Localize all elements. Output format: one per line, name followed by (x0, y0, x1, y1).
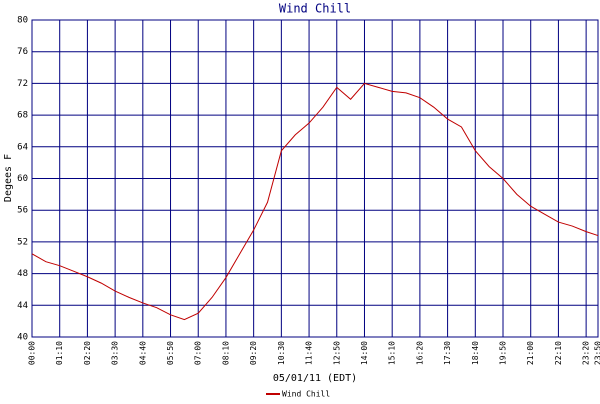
x-tick-label: 17:30 (443, 341, 452, 365)
x-tick-label: 22:10 (554, 341, 563, 365)
x-tick-label: 04:40 (138, 341, 147, 365)
x-tick-label: 21:00 (526, 341, 535, 365)
x-tick-label: 11:40 (305, 341, 314, 365)
y-tick-label: 44 (17, 301, 28, 311)
x-tick-label: 10:30 (277, 341, 286, 365)
y-tick-label: 40 (17, 333, 28, 343)
x-tick-label: 19:50 (499, 341, 508, 365)
x-tick-label: 08:10 (221, 341, 230, 365)
x-tick-label: 09:20 (249, 341, 258, 365)
y-tick-label: 80 (17, 16, 28, 26)
x-tick-label: 23:20 (582, 341, 591, 365)
y-tick-label: 60 (17, 174, 28, 184)
y-tick-label: 72 (17, 79, 28, 89)
x-tick-label: 05:50 (166, 341, 175, 365)
x-tick-label: 01:10 (55, 341, 64, 365)
x-axis-label: 05/01/11 (EDT) (273, 373, 357, 384)
y-tick-label: 68 (17, 111, 28, 121)
x-tick-label: 00:00 (28, 341, 37, 365)
chart-title: Wind Chill (279, 2, 351, 16)
x-tick-label: 18:40 (471, 341, 480, 365)
x-tick-label: 07:00 (194, 341, 203, 365)
y-tick-label: 48 (17, 269, 28, 279)
x-tick-label: 14:00 (360, 341, 369, 365)
y-tick-label: 56 (17, 206, 28, 216)
x-tick-label: 16:20 (415, 341, 424, 365)
y-tick-label: 64 (17, 142, 28, 152)
x-tick-label: 02:20 (83, 341, 92, 365)
y-tick-label: 52 (17, 237, 28, 247)
y-axis-label: Degees F (3, 154, 14, 202)
x-tick-label: 15:10 (388, 341, 397, 365)
y-tick-label: 76 (17, 47, 28, 57)
x-tick-label: 23:50 (594, 341, 600, 365)
x-tick-label: 03:30 (111, 341, 120, 365)
legend-label: Wind Chill (282, 390, 330, 399)
x-tick-label: 12:50 (332, 341, 341, 365)
